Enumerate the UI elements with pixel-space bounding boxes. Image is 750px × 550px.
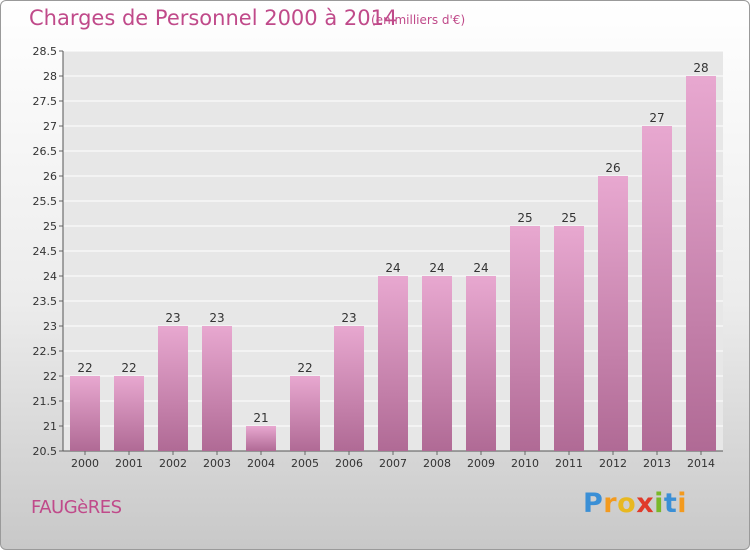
x-tick-label: 2012 xyxy=(599,457,627,470)
bar xyxy=(598,176,628,451)
x-tick-label: 2011 xyxy=(555,457,583,470)
x-tick-label: 2004 xyxy=(247,457,275,470)
proxiti-logo: Proxiti xyxy=(583,488,687,519)
logo-letter: i xyxy=(677,488,688,519)
x-tick-label: 2009 xyxy=(467,457,495,470)
bar-value-label: 22 xyxy=(297,361,312,375)
bar-value-label: 25 xyxy=(517,211,532,225)
y-tick-label: 28.5 xyxy=(33,45,58,58)
x-tick-label: 2007 xyxy=(379,457,407,470)
y-tick-label: 21 xyxy=(43,420,57,433)
x-tick-label: 2008 xyxy=(423,457,451,470)
chart-title: Charges de Personnel 2000 à 2014 xyxy=(29,6,398,30)
bar-value-label: 23 xyxy=(209,311,224,325)
y-tick-label: 23 xyxy=(43,320,57,333)
y-tick-label: 23.5 xyxy=(33,295,58,308)
bar-value-label: 25 xyxy=(561,211,576,225)
bar-value-label: 23 xyxy=(165,311,180,325)
chart-subtitle: (en milliers d'€) xyxy=(371,13,466,27)
x-tick-label: 2013 xyxy=(643,457,671,470)
x-tick-label: 2001 xyxy=(115,457,143,470)
x-tick-label: 2000 xyxy=(71,457,99,470)
logo-letter: x xyxy=(636,488,655,519)
bar xyxy=(70,376,100,451)
x-tick-label: 2014 xyxy=(687,457,715,470)
x-tick-label: 2006 xyxy=(335,457,363,470)
bar-value-label: 22 xyxy=(77,361,92,375)
bar xyxy=(246,426,276,451)
y-tick-label: 26.5 xyxy=(33,145,58,158)
y-tick-label: 22 xyxy=(43,370,57,383)
y-tick-label: 24 xyxy=(43,270,57,283)
bar xyxy=(642,126,672,451)
y-tick-label: 21.5 xyxy=(33,395,58,408)
logo-letter: r xyxy=(603,488,618,519)
bar xyxy=(422,276,452,451)
y-tick-label: 27 xyxy=(43,120,57,133)
bar xyxy=(202,326,232,451)
y-tick-label: 26 xyxy=(43,170,57,183)
bar-value-label: 24 xyxy=(385,261,400,275)
place-name: FAUGèRES xyxy=(31,497,122,518)
bar xyxy=(114,376,144,451)
y-tick-label: 25 xyxy=(43,220,57,233)
y-tick-label: 27.5 xyxy=(33,95,58,108)
x-tick-label: 2010 xyxy=(511,457,539,470)
bar-value-label: 24 xyxy=(429,261,444,275)
bar-value-label: 24 xyxy=(473,261,488,275)
bar-value-label: 27 xyxy=(649,111,664,125)
y-tick-label: 24.5 xyxy=(33,245,58,258)
bar-value-label: 21 xyxy=(253,411,268,425)
bar xyxy=(554,226,584,451)
bar-value-label: 23 xyxy=(341,311,356,325)
bar xyxy=(510,226,540,451)
bar-value-label: 26 xyxy=(605,161,620,175)
x-tick-label: 2002 xyxy=(159,457,187,470)
y-tick-label: 20.5 xyxy=(33,445,58,458)
bar-value-label: 22 xyxy=(121,361,136,375)
bar xyxy=(378,276,408,451)
bar xyxy=(334,326,364,451)
logo-letter: i xyxy=(654,488,664,519)
bar xyxy=(158,326,188,451)
bar xyxy=(686,76,716,451)
bar-value-label: 28 xyxy=(693,61,708,75)
logo-letter: t xyxy=(663,488,678,519)
bar xyxy=(466,276,496,451)
y-tick-label: 28 xyxy=(43,70,57,83)
bar xyxy=(290,376,320,451)
x-tick-label: 2003 xyxy=(203,457,231,470)
logo-letter: o xyxy=(617,488,637,519)
y-tick-label: 22.5 xyxy=(33,345,58,358)
y-tick-label: 25.5 xyxy=(33,195,58,208)
x-tick-label: 2005 xyxy=(291,457,319,470)
logo-letter: P xyxy=(583,488,604,519)
